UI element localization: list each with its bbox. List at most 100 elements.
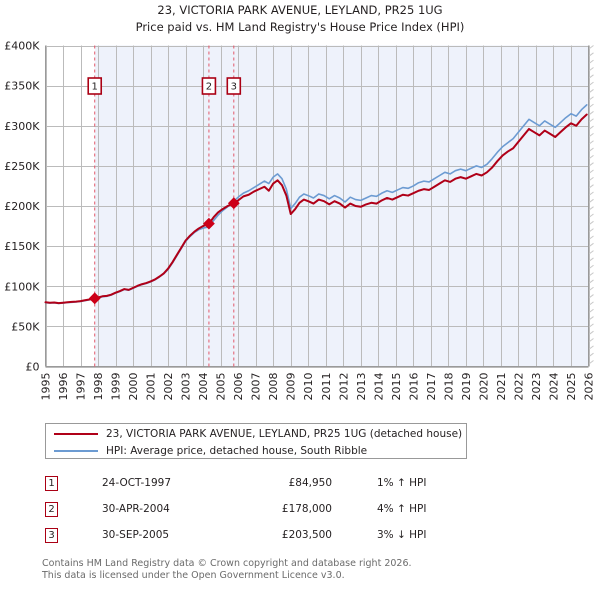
x-axis-tick-label: 2026 bbox=[583, 373, 596, 401]
sale-marker-badge-label: 2 bbox=[206, 82, 212, 93]
axis-tick bbox=[589, 250, 594, 255]
x-axis-tick-label: 2010 bbox=[302, 373, 315, 401]
hpi-line-chart: £0 £50K £100K £150K £200K £250K £300K £350K £400… bbox=[4, 40, 596, 401]
x-axis-tick-label: 2003 bbox=[180, 373, 193, 401]
sale-price: £203,500 bbox=[281, 529, 332, 541]
sale-hpi-delta: 3% ↓ HPI bbox=[377, 529, 427, 541]
x-axis-tick-label: 2004 bbox=[197, 373, 210, 401]
axis-tick bbox=[589, 45, 594, 49]
sale-diamond-marker[interactable] bbox=[227, 197, 240, 210]
series-line-property bbox=[44, 113, 588, 305]
axis-tick bbox=[589, 345, 594, 350]
sale-diamond-marker[interactable] bbox=[203, 217, 215, 230]
x-axis-tick-label: 2022 bbox=[512, 373, 525, 401]
axis-tick bbox=[589, 352, 594, 357]
x-axis-tick-label: 2005 bbox=[215, 373, 228, 401]
sale-date: 24-OCT-1997 bbox=[102, 477, 171, 489]
x-axis-tick-label: 1997 bbox=[75, 373, 88, 401]
table-row: 1 24-OCT-1997 £84,950 1% ↑ HPI bbox=[45, 470, 505, 496]
x-axis-tick-label: 2000 bbox=[127, 373, 140, 401]
x-axis-tick-label: 2018 bbox=[442, 373, 455, 401]
x-axis-tick-label: 2015 bbox=[390, 373, 403, 401]
axis-tick bbox=[589, 162, 594, 167]
axis-tick bbox=[589, 301, 594, 306]
y-axis-tick-label: £350K bbox=[4, 80, 40, 93]
sale-marker-badge-label: 3 bbox=[231, 82, 237, 93]
sale-marker-badges: 1 2 3 bbox=[87, 77, 242, 95]
axis-tick bbox=[589, 169, 594, 174]
footer-line-1: Contains HM Land Registry data © Crown c… bbox=[42, 558, 412, 569]
axis-tick bbox=[589, 154, 594, 159]
x-axis-tick-label: 2014 bbox=[372, 373, 385, 401]
table-row: 2 30-APR-2004 £178,000 4% ↑ HPI bbox=[45, 496, 505, 522]
sale-hpi-delta: 4% ↑ HPI bbox=[377, 503, 427, 515]
sale-date: 30-SEP-2005 bbox=[102, 529, 170, 541]
sale-date: 30-APR-2004 bbox=[102, 503, 170, 515]
axis-tick bbox=[589, 74, 594, 79]
sale-index-badge: 2 bbox=[45, 501, 58, 517]
axis-tick bbox=[589, 286, 594, 291]
legend-item-hpi: HPI: Average price, detached house, Sout… bbox=[46, 442, 466, 459]
legend-label-hpi: HPI: Average price, detached house, Sout… bbox=[106, 444, 368, 457]
axis-tick bbox=[589, 330, 594, 335]
page-title: 23, VICTORIA PARK AVENUE, LEYLAND, PR25 … bbox=[0, 2, 600, 36]
axis-tick bbox=[589, 125, 594, 130]
axis-tick bbox=[589, 59, 594, 64]
sale-marker-badge[interactable] bbox=[226, 77, 242, 95]
axis-tick bbox=[589, 279, 594, 284]
y-axis-tick-label: £300K bbox=[4, 120, 40, 133]
gridlines bbox=[45, 45, 590, 368]
x-axis-tick-label: 2009 bbox=[285, 373, 298, 401]
x-axis-tick-label: 2023 bbox=[530, 373, 543, 401]
y-axis-tick-label: £100K bbox=[4, 280, 40, 293]
footer-line-2: This data is licensed under the Open Gov… bbox=[42, 569, 345, 581]
sale-price: £84,950 bbox=[288, 477, 332, 489]
axis-tick bbox=[589, 220, 594, 225]
axis-tick bbox=[589, 323, 594, 328]
chart-legend: 23, VICTORIA PARK AVENUE, LEYLAND, PR25 … bbox=[45, 423, 467, 459]
x-axis-tick-label: 2006 bbox=[232, 373, 245, 401]
sale-marker-badge[interactable] bbox=[87, 77, 103, 95]
axis-tick bbox=[589, 294, 594, 298]
x-axis-tick-label: 2011 bbox=[320, 373, 333, 401]
x-axis-tick-label: 2007 bbox=[250, 373, 263, 401]
axis-tick bbox=[589, 140, 594, 145]
axis-tick bbox=[589, 228, 594, 233]
x-axis-tick-label: 2017 bbox=[425, 373, 438, 401]
sale-marker-badge[interactable] bbox=[201, 77, 217, 95]
legend-label-property: 23, VICTORIA PARK AVENUE, LEYLAND, PR25 … bbox=[106, 427, 463, 440]
axis-tick bbox=[589, 308, 594, 313]
sale-price: £178,000 bbox=[281, 503, 332, 515]
y-axis-tick-label: £250K bbox=[4, 160, 40, 173]
axis-tick bbox=[589, 338, 594, 342]
y-axis-tick-label: £200K bbox=[4, 200, 40, 213]
axis-tick bbox=[589, 316, 594, 320]
x-axis: 1995 1996 1997 1998 1999 2000 2001 2002 2003 2004… bbox=[40, 373, 596, 401]
x-axis-tick-label: 1995 bbox=[40, 373, 53, 401]
axis-tick bbox=[589, 103, 594, 108]
table-row: 3 30-SEP-2005 £203,500 3% ↓ HPI bbox=[45, 522, 505, 548]
axis-tick bbox=[589, 81, 594, 86]
x-axis-tick-label: 2008 bbox=[267, 373, 280, 401]
chart-plot-area: £0 £50K £100K £150K £200K £250K £300K £350K £400… bbox=[4, 40, 596, 401]
x-axis-tick-label: 2024 bbox=[547, 373, 560, 401]
sale-diamond-markers bbox=[88, 197, 240, 305]
axis-tick bbox=[589, 133, 594, 137]
sale-index-badge: 3 bbox=[45, 527, 58, 543]
axis-tick bbox=[589, 184, 594, 189]
x-axis-tick-label: 2013 bbox=[355, 373, 368, 401]
axis-tick bbox=[589, 147, 594, 152]
legend-swatch-hpi bbox=[54, 449, 98, 452]
y-axis: £0 £50K £100K £150K £200K £250K £300K £350K £400… bbox=[4, 40, 40, 374]
x-axis-tick-label: 2020 bbox=[477, 373, 490, 401]
axis-tick bbox=[589, 67, 594, 71]
sale-diamond-marker[interactable] bbox=[88, 292, 101, 305]
x-axis-tick-label: 2021 bbox=[495, 373, 508, 401]
x-axis-tick-label: 1996 bbox=[57, 373, 70, 401]
sales-history-table: 1 24-OCT-1997 £84,950 1% ↑ HPI 2 30-APR-… bbox=[45, 470, 505, 548]
x-axis-tick-label: 2002 bbox=[162, 373, 175, 401]
y-axis-tick-label: £50K bbox=[11, 320, 40, 333]
axis-tick bbox=[589, 176, 594, 181]
axis-tick bbox=[589, 272, 594, 276]
